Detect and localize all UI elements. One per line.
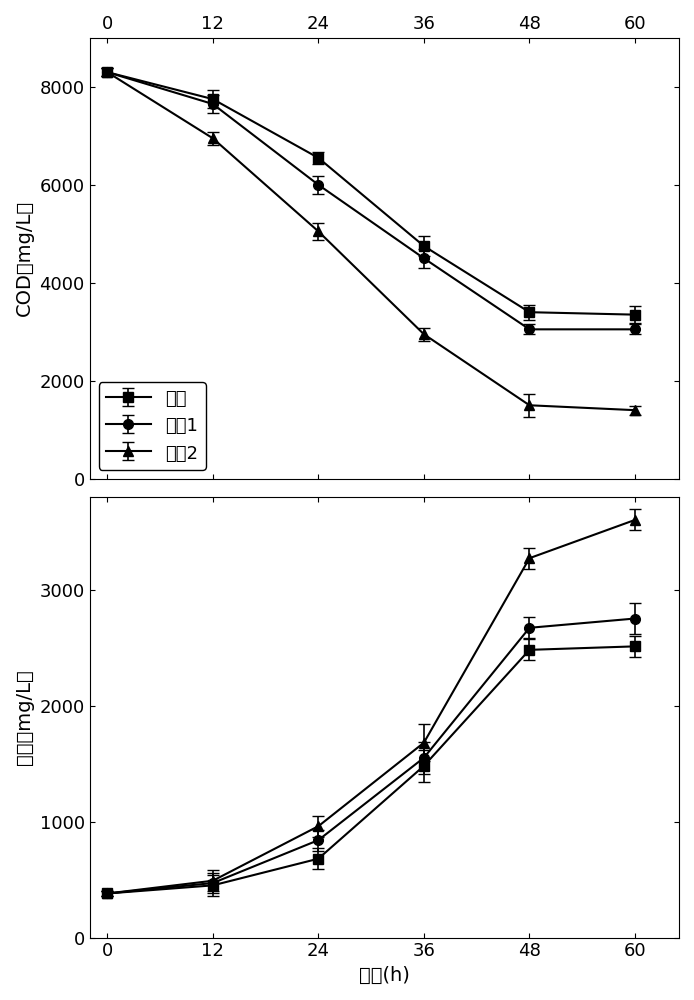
- Y-axis label: COD（mg/L）: COD（mg/L）: [15, 200, 34, 316]
- Legend: 单菌, 混菌1, 混菌2: 单菌, 混菌1, 混菌2: [99, 382, 205, 470]
- Y-axis label: 干重（mg/L）: 干重（mg/L）: [15, 669, 34, 765]
- X-axis label: 时间(h): 时间(h): [359, 966, 409, 985]
